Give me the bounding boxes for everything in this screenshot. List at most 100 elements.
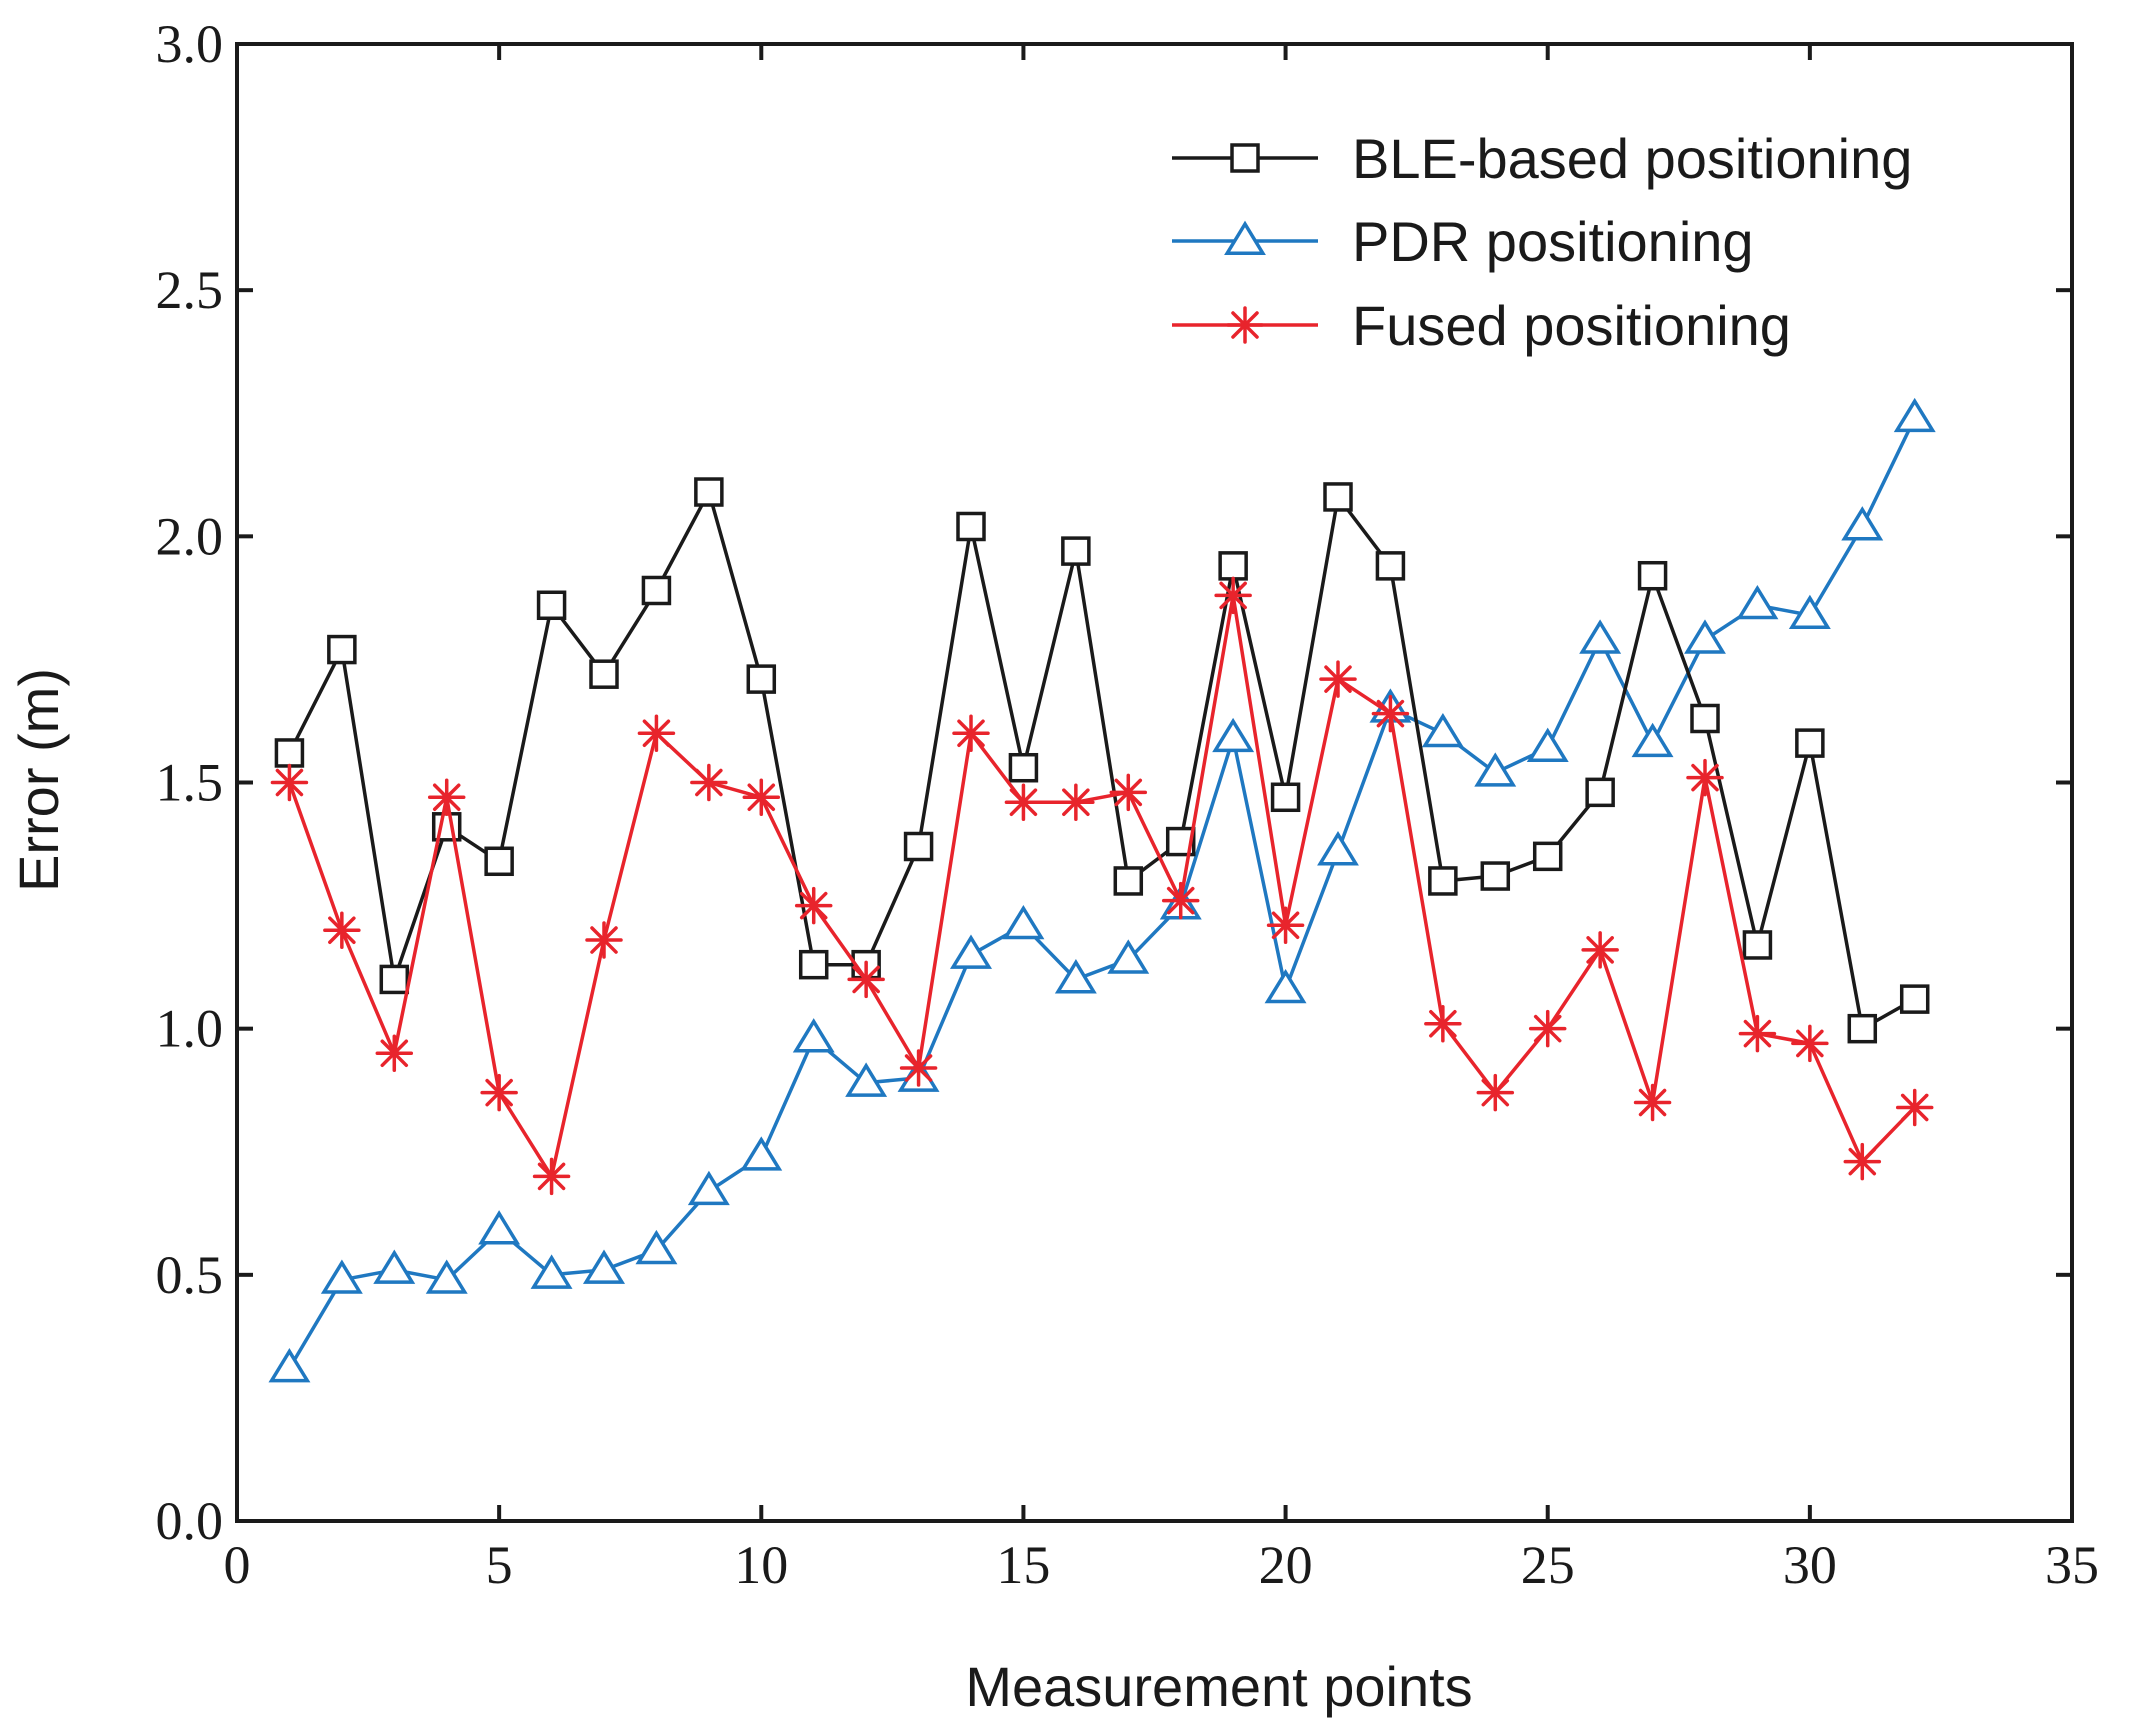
data-point-fused-positioning <box>794 886 833 925</box>
legend-label: Fused positioning <box>1352 294 1791 357</box>
data-point-ble-based-positioning <box>694 477 724 507</box>
x-axis-label: Measurement points <box>965 1655 1472 1718</box>
legend-item-fused-positioning: Fused positioning <box>1172 294 1791 357</box>
data-point-pdr-positioning <box>1264 968 1307 1004</box>
x-tick-label: 10 <box>734 1535 788 1595</box>
data-point-fused-positioning <box>742 778 781 817</box>
data-point-fused-positioning <box>375 1034 414 1073</box>
data-point-ble-based-positioning <box>1532 841 1563 872</box>
data-point-ble-based-positioning <box>1061 536 1091 566</box>
data-point-ble-based-positioning <box>274 738 305 768</box>
data-point-ble-based-positioning <box>1690 703 1720 734</box>
x-tick-label: 35 <box>2045 1535 2099 1595</box>
data-point-pdr-positioning <box>949 934 993 969</box>
data-point-pdr-positioning <box>792 1018 835 1053</box>
y-tick-label: 0.5 <box>156 1245 224 1305</box>
data-point-fused-positioning <box>1528 1009 1567 1048</box>
data-point-fused-positioning <box>1109 773 1148 812</box>
data-point-fused-positioning <box>480 1073 518 1112</box>
data-point-ble-based-positioning <box>327 634 357 665</box>
data-point-fused-positioning <box>1214 576 1252 615</box>
data-point-ble-based-positioning <box>1480 861 1511 891</box>
data-point-ble-based-positioning <box>536 590 567 621</box>
data-point-pdr-positioning <box>635 1229 678 1265</box>
data-point-pdr-positioning <box>1526 727 1569 763</box>
data-point-fused-positioning <box>690 763 728 802</box>
data-point-pdr-positioning <box>740 1136 783 1171</box>
plot-frame <box>235 42 2074 1523</box>
data-point-ble-based-positioning <box>1218 551 1248 581</box>
legend-label: PDR positioning <box>1352 210 1754 273</box>
x-tick-label: 30 <box>1783 1535 1837 1595</box>
series-pdr-positioning <box>268 397 1936 1383</box>
data-point-fused-positioning <box>1738 1014 1777 1053</box>
legend-item-pdr-positioning: PDR positioning <box>1172 210 1754 273</box>
data-point-ble-based-positioning <box>1847 1013 1878 1044</box>
data-point-ble-based-positioning <box>1585 777 1615 808</box>
data-point-pdr-positioning <box>478 1210 521 1245</box>
data-point-fused-positioning <box>1161 881 1200 920</box>
data-point-pdr-positioning <box>1317 831 1359 866</box>
data-point-pdr-positioning <box>845 1062 888 1097</box>
x-tick-label: 20 <box>1259 1535 1313 1595</box>
data-point-pdr-positioning <box>687 1170 730 1206</box>
data-point-pdr-positioning <box>1474 752 1517 787</box>
data-point-pdr-positioning <box>373 1249 416 1284</box>
data-point-fused-positioning <box>1319 660 1357 698</box>
data-point-fused-positioning <box>1895 1088 1934 1127</box>
data-point-ble-based-positioning <box>956 511 986 542</box>
x-tick-label: 15 <box>996 1535 1050 1595</box>
data-point-fused-positioning <box>585 921 623 959</box>
data-point-pdr-positioning <box>1579 619 1622 654</box>
data-point-ble-based-positioning <box>589 659 619 689</box>
y-axis: 0.0 0.5 1.0 1.5 2.0 2.5 3.0 <box>156 14 2072 1551</box>
y-tick-label: 2.0 <box>156 506 224 566</box>
data-point-ble-based-positioning <box>1428 866 1458 896</box>
data-point-fused-positioning <box>1581 931 1619 969</box>
data-point-ble-based-positioning <box>1899 984 1930 1014</box>
data-point-fused-positioning <box>1266 906 1305 945</box>
plot-series <box>268 397 1936 1383</box>
data-point-ble-based-positioning <box>1375 551 1406 581</box>
data-point-pdr-positioning <box>1002 904 1045 940</box>
legend-label: BLE-based positioning <box>1352 127 1912 190</box>
series-fused-positioning <box>270 576 1934 1196</box>
data-point-pdr-positioning <box>1893 397 1936 433</box>
data-point-pdr-positioning <box>1631 722 1674 758</box>
data-point-fused-positioning <box>637 714 676 753</box>
data-point-ble-based-positioning <box>1008 752 1039 783</box>
data-point-fused-positioning <box>532 1157 571 1196</box>
data-point-ble-based-positioning <box>1113 866 1144 896</box>
data-point-fused-positioning <box>1424 1004 1462 1043</box>
data-point-fused-positioning <box>427 778 466 817</box>
data-point-fused-positioning <box>1371 694 1410 733</box>
data-point-pdr-positioning <box>425 1259 468 1294</box>
legend-marker <box>1230 143 1260 173</box>
y-tick-label: 1.5 <box>156 753 224 813</box>
data-point-fused-positioning <box>1791 1024 1829 1063</box>
data-point-ble-based-positioning <box>1742 930 1773 960</box>
data-point-fused-positioning <box>1057 783 1095 821</box>
series-ble-based-positioning <box>274 477 1930 1044</box>
data-point-fused-positioning <box>270 763 309 802</box>
legend-marker <box>1226 306 1264 344</box>
y-tick-label: 1.0 <box>156 999 224 1059</box>
data-point-ble-based-positioning <box>641 575 672 606</box>
data-point-ble-based-positioning <box>903 831 934 862</box>
data-point-fused-positioning <box>323 911 361 949</box>
data-point-ble-based-positioning <box>746 664 777 694</box>
data-point-fused-positioning <box>1843 1142 1882 1181</box>
data-point-ble-based-positioning <box>484 846 514 877</box>
data-point-fused-positioning <box>899 1049 938 1087</box>
x-tick-label: 5 <box>486 1535 513 1595</box>
data-point-ble-based-positioning <box>379 964 410 995</box>
data-point-fused-positioning <box>1476 1073 1515 1112</box>
y-tick-label: 0.0 <box>156 1491 224 1551</box>
y-axis-label: Error (m) <box>7 668 70 892</box>
data-point-fused-positioning <box>1633 1083 1672 1122</box>
data-point-ble-based-positioning <box>1323 482 1353 512</box>
data-point-pdr-positioning <box>1107 939 1150 974</box>
data-point-fused-positioning <box>1686 758 1724 797</box>
data-point-ble-based-positioning <box>1270 782 1301 813</box>
